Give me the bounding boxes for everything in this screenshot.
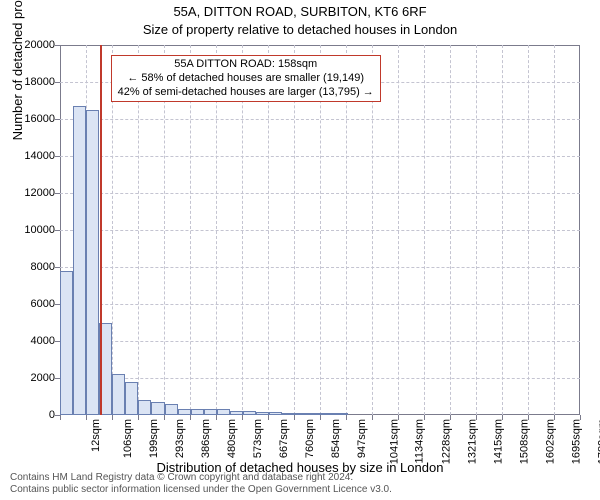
tick-x [164,415,165,420]
histogram-bar [60,271,73,415]
gridline-v [424,45,425,415]
x-tick-label: 480sqm [226,419,238,458]
histogram-bar [165,404,178,415]
x-tick-label: 1695sqm [570,419,582,464]
y-tick-label: 20000 [15,39,55,51]
annotation-line-3: 42% of semi-detached houses are larger (… [118,86,374,100]
x-tick-label: 1134sqm [413,419,425,463]
tick-x [216,415,217,420]
tick-x [242,415,243,420]
x-tick-label: 1228sqm [440,419,452,464]
x-tick-label: 573sqm [252,419,264,458]
x-tick-label: 854sqm [330,419,342,458]
gridline-v [502,45,503,415]
y-tick-label: 10000 [15,224,55,236]
histogram-bar [269,412,282,415]
tick-x [320,415,321,420]
tick-x [86,415,87,420]
tick-y [55,304,60,305]
tick-y [55,45,60,46]
histogram-bar [321,413,334,415]
tick-y [55,193,60,194]
histogram-bar [125,382,138,415]
gridline-v [554,45,555,415]
y-tick-label: 8000 [15,261,55,273]
x-tick-label: 1789sqm [596,419,600,464]
tick-x [294,415,295,420]
histogram-bar [217,409,230,415]
histogram-bar [204,409,217,415]
gridline-v [398,45,399,415]
caption-line-1: Contains HM Land Registry data © Crown c… [10,472,392,484]
tick-y [55,378,60,379]
caption: Contains HM Land Registry data © Crown c… [10,472,392,496]
histogram-bar [230,411,243,415]
subject-marker-line [100,45,102,415]
histogram-bar [138,400,151,415]
y-tick-label: 2000 [15,372,55,384]
x-tick-label: 12sqm [90,419,102,452]
annotation-line-1: 55A DITTON ROAD: 158sqm [118,58,374,72]
tick-x [60,415,61,420]
x-tick-label: 199sqm [148,419,160,458]
chart-area: 55A DITTON ROAD: 158sqm ← 58% of detache… [60,45,580,415]
x-tick-label: 1602sqm [544,419,556,464]
histogram-bar [178,409,191,415]
tick-x [190,415,191,420]
tick-x [268,415,269,420]
y-tick-label: 14000 [15,150,55,162]
tick-x [138,415,139,420]
gridline-v [450,45,451,415]
x-tick-label: 1415sqm [492,419,504,464]
annotation-line-2: ← 58% of detached houses are smaller (19… [118,72,374,86]
tick-y [55,82,60,83]
y-tick-label: 0 [15,409,55,421]
x-tick-label: 1041sqm [388,419,400,464]
gridline-v [476,45,477,415]
y-tick-label: 18000 [15,76,55,88]
tick-y [55,119,60,120]
x-tick-label: 386sqm [200,419,212,458]
chart-subtitle: Size of property relative to detached ho… [0,22,600,37]
gridline-v [528,45,529,415]
annotation-box: 55A DITTON ROAD: 158sqm ← 58% of detache… [111,55,381,102]
x-tick-label: 1321sqm [466,419,478,464]
tick-x [112,415,113,420]
x-tick-label: 106sqm [122,419,134,458]
histogram-bar [191,409,204,415]
x-tick-label: 667sqm [278,419,290,458]
tick-x [346,415,347,420]
y-tick-label: 16000 [15,113,55,125]
tick-x [372,415,373,420]
x-tick-label: 293sqm [174,419,186,458]
histogram-bar [73,106,86,415]
y-tick-label: 6000 [15,298,55,310]
histogram-bar [151,402,164,415]
histogram-bar [243,411,256,415]
histogram-bar [86,110,99,415]
histogram-bar [112,374,125,415]
tick-y [55,341,60,342]
tick-y [55,156,60,157]
x-tick-label: 1508sqm [518,419,530,464]
histogram-bar [295,413,308,415]
tick-y [55,267,60,268]
chart-title: 55A, DITTON ROAD, SURBITON, KT6 6RF [0,4,600,19]
y-tick-label: 12000 [15,187,55,199]
x-tick-label: 947sqm [356,419,368,458]
tick-y [55,230,60,231]
caption-line-2: Contains public sector information licen… [10,484,392,496]
x-tick-label: 760sqm [304,419,316,458]
page: 55A, DITTON ROAD, SURBITON, KT6 6RF Size… [0,0,600,500]
y-tick-label: 4000 [15,335,55,347]
